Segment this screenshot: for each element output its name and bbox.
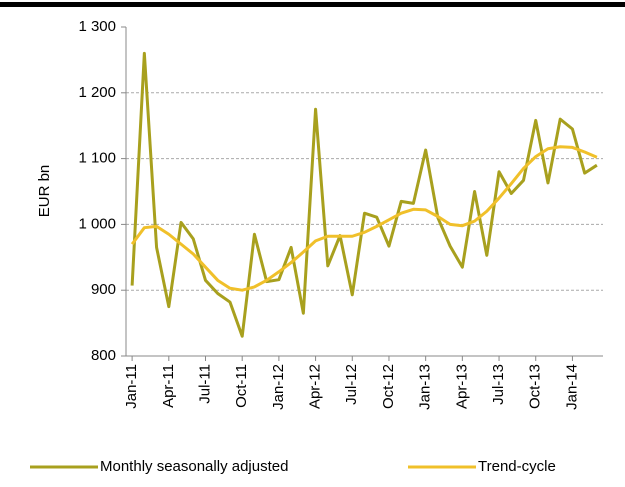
x-tick-label: Apr-12	[307, 364, 324, 409]
y-tick-label: 1 100	[78, 150, 116, 167]
y-axis-label: EUR bn	[36, 165, 53, 218]
x-tick-label: Jan-14	[563, 364, 580, 410]
legend-label: Trend-cycle	[478, 458, 556, 475]
y-tick-label: 800	[91, 347, 116, 364]
series-line	[130, 145, 598, 292]
y-tick-label: 1 200	[78, 84, 116, 101]
x-tick-label: Oct-13	[527, 364, 544, 409]
x-tick-label: Oct-11	[233, 364, 250, 408]
legend-label: Monthly seasonally adjusted	[100, 458, 288, 475]
y-tick-label: 1 300	[78, 18, 116, 35]
x-tick-label: Jan-12	[270, 364, 287, 410]
x-tick-label: Jan-13	[417, 364, 434, 410]
series-line	[130, 51, 598, 338]
y-tick-label: 1 000	[78, 215, 116, 232]
x-tick-label: Oct-12	[380, 364, 397, 409]
x-tick-label: Jul-12	[343, 364, 360, 405]
y-tick-label: 900	[91, 281, 116, 298]
x-tick-label: Apr-11	[160, 364, 177, 408]
x-tick-label: Jan-11	[123, 364, 140, 409]
x-tick-label: Apr-13	[453, 364, 470, 409]
top-rule	[0, 2, 625, 7]
x-tick-label: Jul-13	[490, 364, 507, 405]
x-tick-label: Jul-11	[196, 364, 213, 404]
